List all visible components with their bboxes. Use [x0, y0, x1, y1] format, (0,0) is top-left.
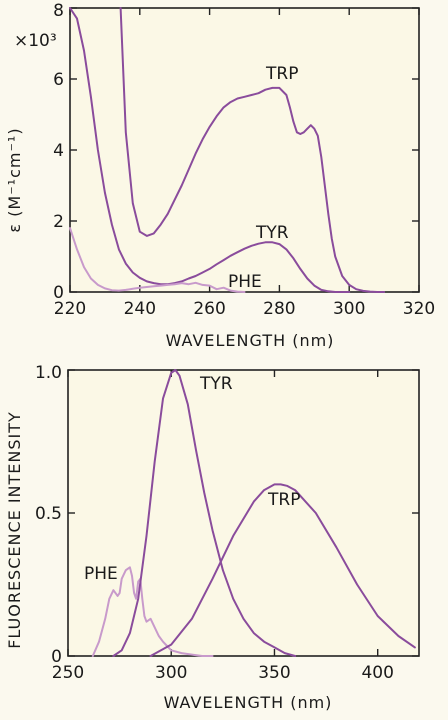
fluorescence-series-trp-label: TRP [267, 490, 300, 510]
absorption-y-axis-label: ε (M⁻¹cm⁻¹) [5, 127, 24, 232]
fluorescence-x-tick-label: 350 [258, 663, 290, 683]
fluorescence-plot-frame [67, 369, 420, 657]
fluorescence-series-tyr-line [112, 369, 297, 657]
absorption-y-tick-label: 2 [53, 212, 64, 232]
fluorescence-series [91, 369, 416, 657]
fluorescence-series-phe-line [91, 566, 214, 657]
absorption-x-tick-label: 300 [333, 299, 365, 319]
absorption-ticks: 220 240 260 280 300 320 0 2 4 6 8 [53, 1, 435, 319]
fluorescence-series-trp-line [149, 483, 416, 657]
fluorescence-y-tick-label: 0 [51, 647, 62, 667]
absorption-y-tick-label: 4 [53, 141, 64, 161]
absorption-series-phe-line [69, 227, 246, 293]
fluorescence-y-axis-label: FLUORESCENCE INTENSITY [5, 411, 24, 649]
absorption-series [69, 7, 386, 293]
absorption-x-tick-label: 260 [193, 299, 225, 319]
fluorescence-panel: 250 300 350 400 0 0.5 1.0 PHE TYR TRP WAVELENGTH… [5, 363, 420, 712]
absorption-x-tick-label: 280 [263, 299, 295, 319]
absorption-y-tick-label: 0 [53, 283, 64, 303]
fluorescence-x-tick-label: 300 [155, 663, 187, 683]
absorption-series-labels: TRP TYR PHE [228, 64, 298, 292]
absorption-series-trp-label: TRP [265, 64, 298, 84]
absorption-series-tyr-line [69, 7, 351, 293]
absorption-x-tick-label: 240 [124, 299, 156, 319]
fluorescence-ticks: 250 300 350 400 0 0.5 1.0 [35, 363, 419, 683]
absorption-y-tick-label: 6 [53, 70, 64, 90]
fluorescence-x-axis-label: WAVELENGTH (nm) [164, 693, 333, 712]
absorption-series-phe-label: PHE [228, 272, 262, 292]
fluorescence-y-tick-label: 1.0 [35, 363, 62, 383]
absorption-series-trp-line [119, 7, 386, 293]
absorption-x-axis-label: WAVELENGTH (nm) [166, 331, 335, 350]
absorption-y-multiplier: ×10³ [14, 31, 57, 51]
fluorescence-series-tyr-label: TYR [199, 374, 233, 394]
fluorescence-series-phe-label: PHE [84, 564, 118, 584]
absorption-x-tick-label: 220 [54, 299, 86, 319]
fluorescence-series-labels: PHE TYR TRP [84, 374, 300, 584]
fluorescence-x-tick-label: 400 [361, 663, 393, 683]
absorption-y-tick-label: 8 [53, 1, 64, 21]
fluorescence-x-tick-label: 250 [52, 663, 84, 683]
fluorescence-y-tick-label: 0.5 [35, 504, 62, 524]
absorption-series-tyr-label: TYR [255, 223, 289, 243]
absorption-panel: 220 240 260 280 300 320 0 2 4 6 8 TRP TYR PHE ×10³ W… [5, 1, 435, 350]
absorption-x-tick-label: 320 [403, 299, 435, 319]
